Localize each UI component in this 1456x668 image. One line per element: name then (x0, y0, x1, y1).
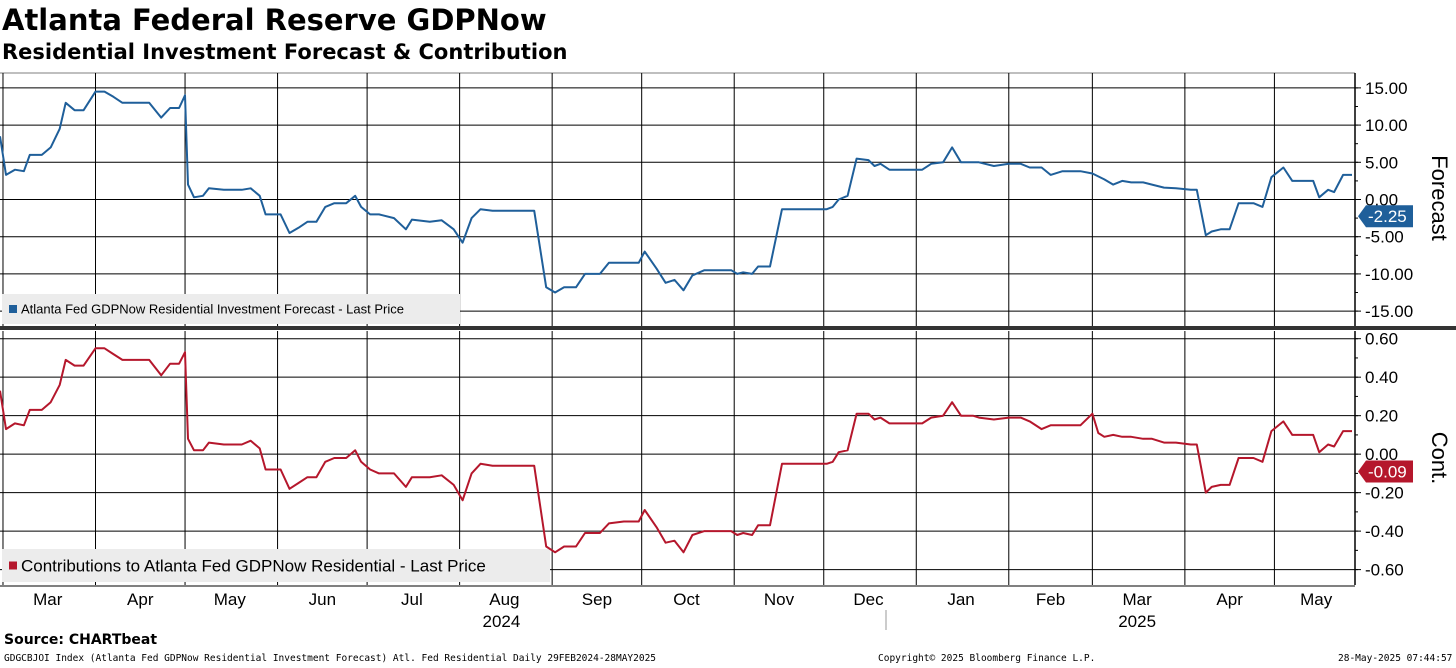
month-tick-label: Jul (401, 590, 423, 609)
month-tick-label: May (214, 590, 247, 609)
contribution-panel-legend-box (2, 549, 550, 582)
month-tick-label: Apr (127, 590, 154, 609)
forecast-panel-tick-label: 0.00 (1365, 191, 1398, 210)
source-label: Source: CHARTbeat (4, 632, 158, 648)
month-tick-label: Feb (1036, 590, 1065, 609)
forecast-panel-last-value-label: -2.25 (1368, 207, 1407, 226)
month-tick-label: Apr (1216, 590, 1243, 609)
contribution-panel-last-value-label: -0.09 (1368, 462, 1407, 481)
contribution-panel-tick-label: 0.60 (1365, 330, 1398, 349)
forecast-panel-tick-label: -15.00 (1365, 302, 1413, 321)
forecast-panel-legend-label: Atlanta Fed GDPNow Residential Investmen… (21, 302, 404, 317)
month-tick-label: Mar (1122, 590, 1152, 609)
month-tick-label: Oct (673, 590, 700, 609)
month-tick-label: Jan (947, 590, 974, 609)
contribution-panel-tick-label: -0.60 (1365, 561, 1404, 580)
forecast-panel-tick-label: -10.00 (1365, 265, 1413, 284)
contribution-panel-tick-label: -0.40 (1365, 522, 1404, 541)
contribution-panel-tick-label: 0.00 (1365, 445, 1398, 464)
forecast-panel-tick-label: 10.00 (1365, 116, 1408, 135)
contribution-panel-series-line (0, 347, 1352, 554)
copyright-text: Copyright© 2025 Bloomberg Finance L.P. (878, 653, 1096, 664)
forecast-panel-series-line (0, 90, 1352, 294)
month-tick-label: Nov (764, 590, 795, 609)
panel-separator (0, 326, 1456, 330)
forecast-panel-tick-label: 5.00 (1365, 153, 1398, 172)
forecast-panel-last-value-tag (1358, 205, 1413, 228)
month-tick-label: Jun (309, 590, 336, 609)
series-description: GDGCBJOI Index (Atlanta Fed GDPNow Resid… (4, 653, 657, 664)
timestamp-text: 28-May-2025 07:44:57 (1338, 653, 1453, 664)
contribution-panel-tick-label: -0.20 (1365, 484, 1404, 503)
contribution-panel-tick-label: 0.20 (1365, 407, 1398, 426)
month-tick-label: Aug (489, 590, 519, 609)
chart-title: Atlanta Federal Reserve GDPNow (2, 3, 547, 37)
contribution-panel-legend-swatch (9, 561, 17, 570)
contribution-panel-legend-label: Contributions to Atlanta Fed GDPNow Resi… (21, 557, 486, 576)
forecast-panel-tick-label: -5.00 (1365, 228, 1404, 247)
forecast-panel-legend-box (2, 294, 460, 324)
forecast-panel-legend-swatch (9, 305, 17, 313)
forecast-panel-axis-title: Forecast (1427, 155, 1452, 241)
month-tick-label: Mar (33, 590, 63, 609)
month-tick-label: Sep (582, 590, 612, 609)
month-tick-label: May (1300, 590, 1333, 609)
contribution-panel-tick-label: 0.40 (1365, 368, 1398, 387)
month-tick-label: Dec (853, 590, 884, 609)
year-label: 2025 (1118, 612, 1156, 631)
forecast-panel-tick-label: 15.00 (1365, 79, 1408, 98)
year-label: 2024 (482, 612, 520, 631)
contribution-panel-axis-title: Cont. (1427, 432, 1452, 485)
chart-subtitle: Residential Investment Forecast & Contri… (2, 40, 568, 64)
contribution-panel-last-value-tag (1358, 460, 1413, 483)
